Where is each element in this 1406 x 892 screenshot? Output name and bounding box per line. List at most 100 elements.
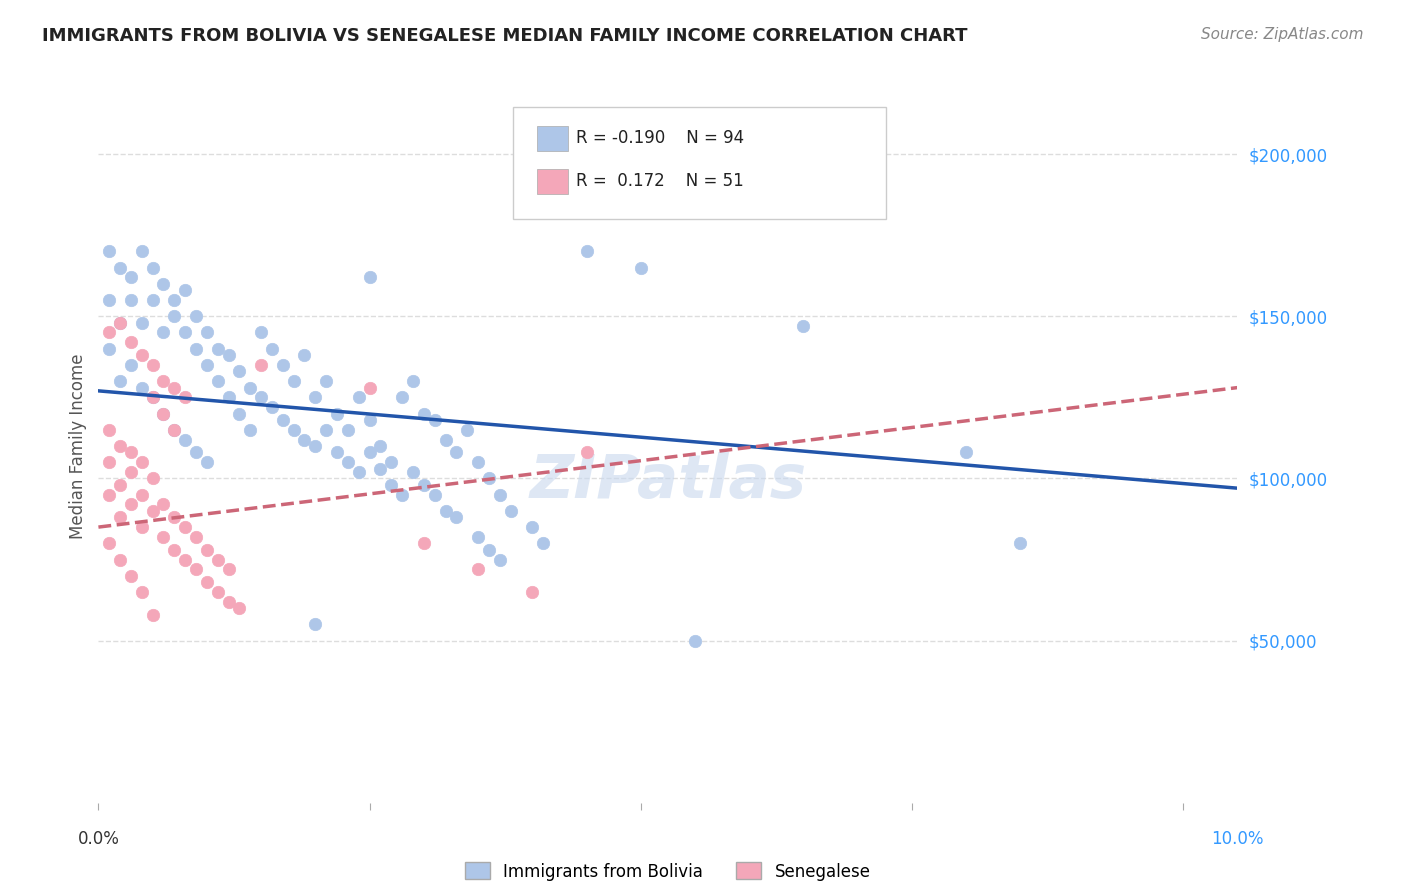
Point <box>142 504 165 518</box>
Point <box>412 478 434 492</box>
Point <box>184 562 207 576</box>
Point <box>152 407 174 421</box>
Point <box>218 595 240 609</box>
Point <box>98 342 121 356</box>
Point <box>184 310 207 324</box>
Point <box>315 423 337 437</box>
Point <box>142 471 165 485</box>
Point <box>142 390 165 404</box>
Point <box>98 326 121 340</box>
Point <box>163 381 186 395</box>
Point <box>207 342 229 356</box>
Point <box>207 552 229 566</box>
Point <box>152 374 174 388</box>
Point <box>152 407 174 421</box>
Point <box>184 530 207 544</box>
Point <box>131 316 153 330</box>
Point <box>391 390 413 404</box>
Point <box>120 270 142 285</box>
Point <box>446 510 468 524</box>
Point <box>391 488 413 502</box>
Point <box>131 585 153 599</box>
Point <box>304 439 326 453</box>
Point <box>380 478 402 492</box>
Point <box>402 465 425 479</box>
Point <box>174 326 197 340</box>
Point <box>218 390 240 404</box>
Point <box>359 413 381 427</box>
Point <box>108 478 131 492</box>
Text: 0.0%: 0.0% <box>77 830 120 847</box>
Point <box>108 260 131 275</box>
Point <box>271 413 294 427</box>
Point <box>174 390 197 404</box>
Point <box>120 497 142 511</box>
Point <box>423 488 446 502</box>
Point <box>108 552 131 566</box>
Point <box>294 433 316 447</box>
Point <box>131 381 153 395</box>
Point <box>380 455 402 469</box>
Point <box>195 455 218 469</box>
Point <box>792 318 814 333</box>
Point <box>359 270 381 285</box>
Point <box>142 390 165 404</box>
Point <box>108 316 131 330</box>
Point <box>304 617 326 632</box>
Point <box>446 445 468 459</box>
Point <box>402 374 425 388</box>
Point <box>478 542 501 557</box>
Point <box>120 335 142 350</box>
Point <box>163 293 186 307</box>
Point <box>412 407 434 421</box>
Point <box>1010 536 1032 550</box>
Point <box>434 504 457 518</box>
Point <box>218 562 240 576</box>
Point <box>131 520 153 534</box>
Point <box>195 542 218 557</box>
Point <box>228 364 250 378</box>
Point <box>228 601 250 615</box>
Point <box>163 423 186 437</box>
Point <box>575 244 598 259</box>
Point <box>98 244 121 259</box>
Point <box>683 633 706 648</box>
Text: ZIPatlas: ZIPatlas <box>529 452 807 511</box>
Point <box>120 293 142 307</box>
Point <box>174 552 197 566</box>
Point <box>207 374 229 388</box>
Point <box>207 585 229 599</box>
Point <box>98 423 121 437</box>
Point <box>163 542 186 557</box>
Point <box>347 390 370 404</box>
Point <box>131 348 153 362</box>
Point <box>315 374 337 388</box>
Point <box>499 504 522 518</box>
Text: 10.0%: 10.0% <box>1211 830 1264 847</box>
Point <box>174 283 197 297</box>
Point <box>195 575 218 590</box>
Point <box>152 497 174 511</box>
Point <box>142 293 165 307</box>
Point <box>239 381 262 395</box>
Point <box>108 316 131 330</box>
Point <box>359 445 381 459</box>
Point <box>575 445 598 459</box>
Point <box>434 433 457 447</box>
Point <box>108 439 131 453</box>
Point <box>955 445 977 459</box>
Point <box>531 536 554 550</box>
Point <box>250 326 273 340</box>
Point <box>131 244 153 259</box>
Point <box>260 400 283 414</box>
Point <box>522 520 544 534</box>
Point <box>488 552 510 566</box>
Point <box>467 530 489 544</box>
Point <box>195 326 218 340</box>
Point <box>370 461 392 475</box>
Point <box>152 277 174 291</box>
Point <box>120 445 142 459</box>
Point <box>131 488 153 502</box>
Point <box>336 423 359 437</box>
Point <box>467 455 489 469</box>
